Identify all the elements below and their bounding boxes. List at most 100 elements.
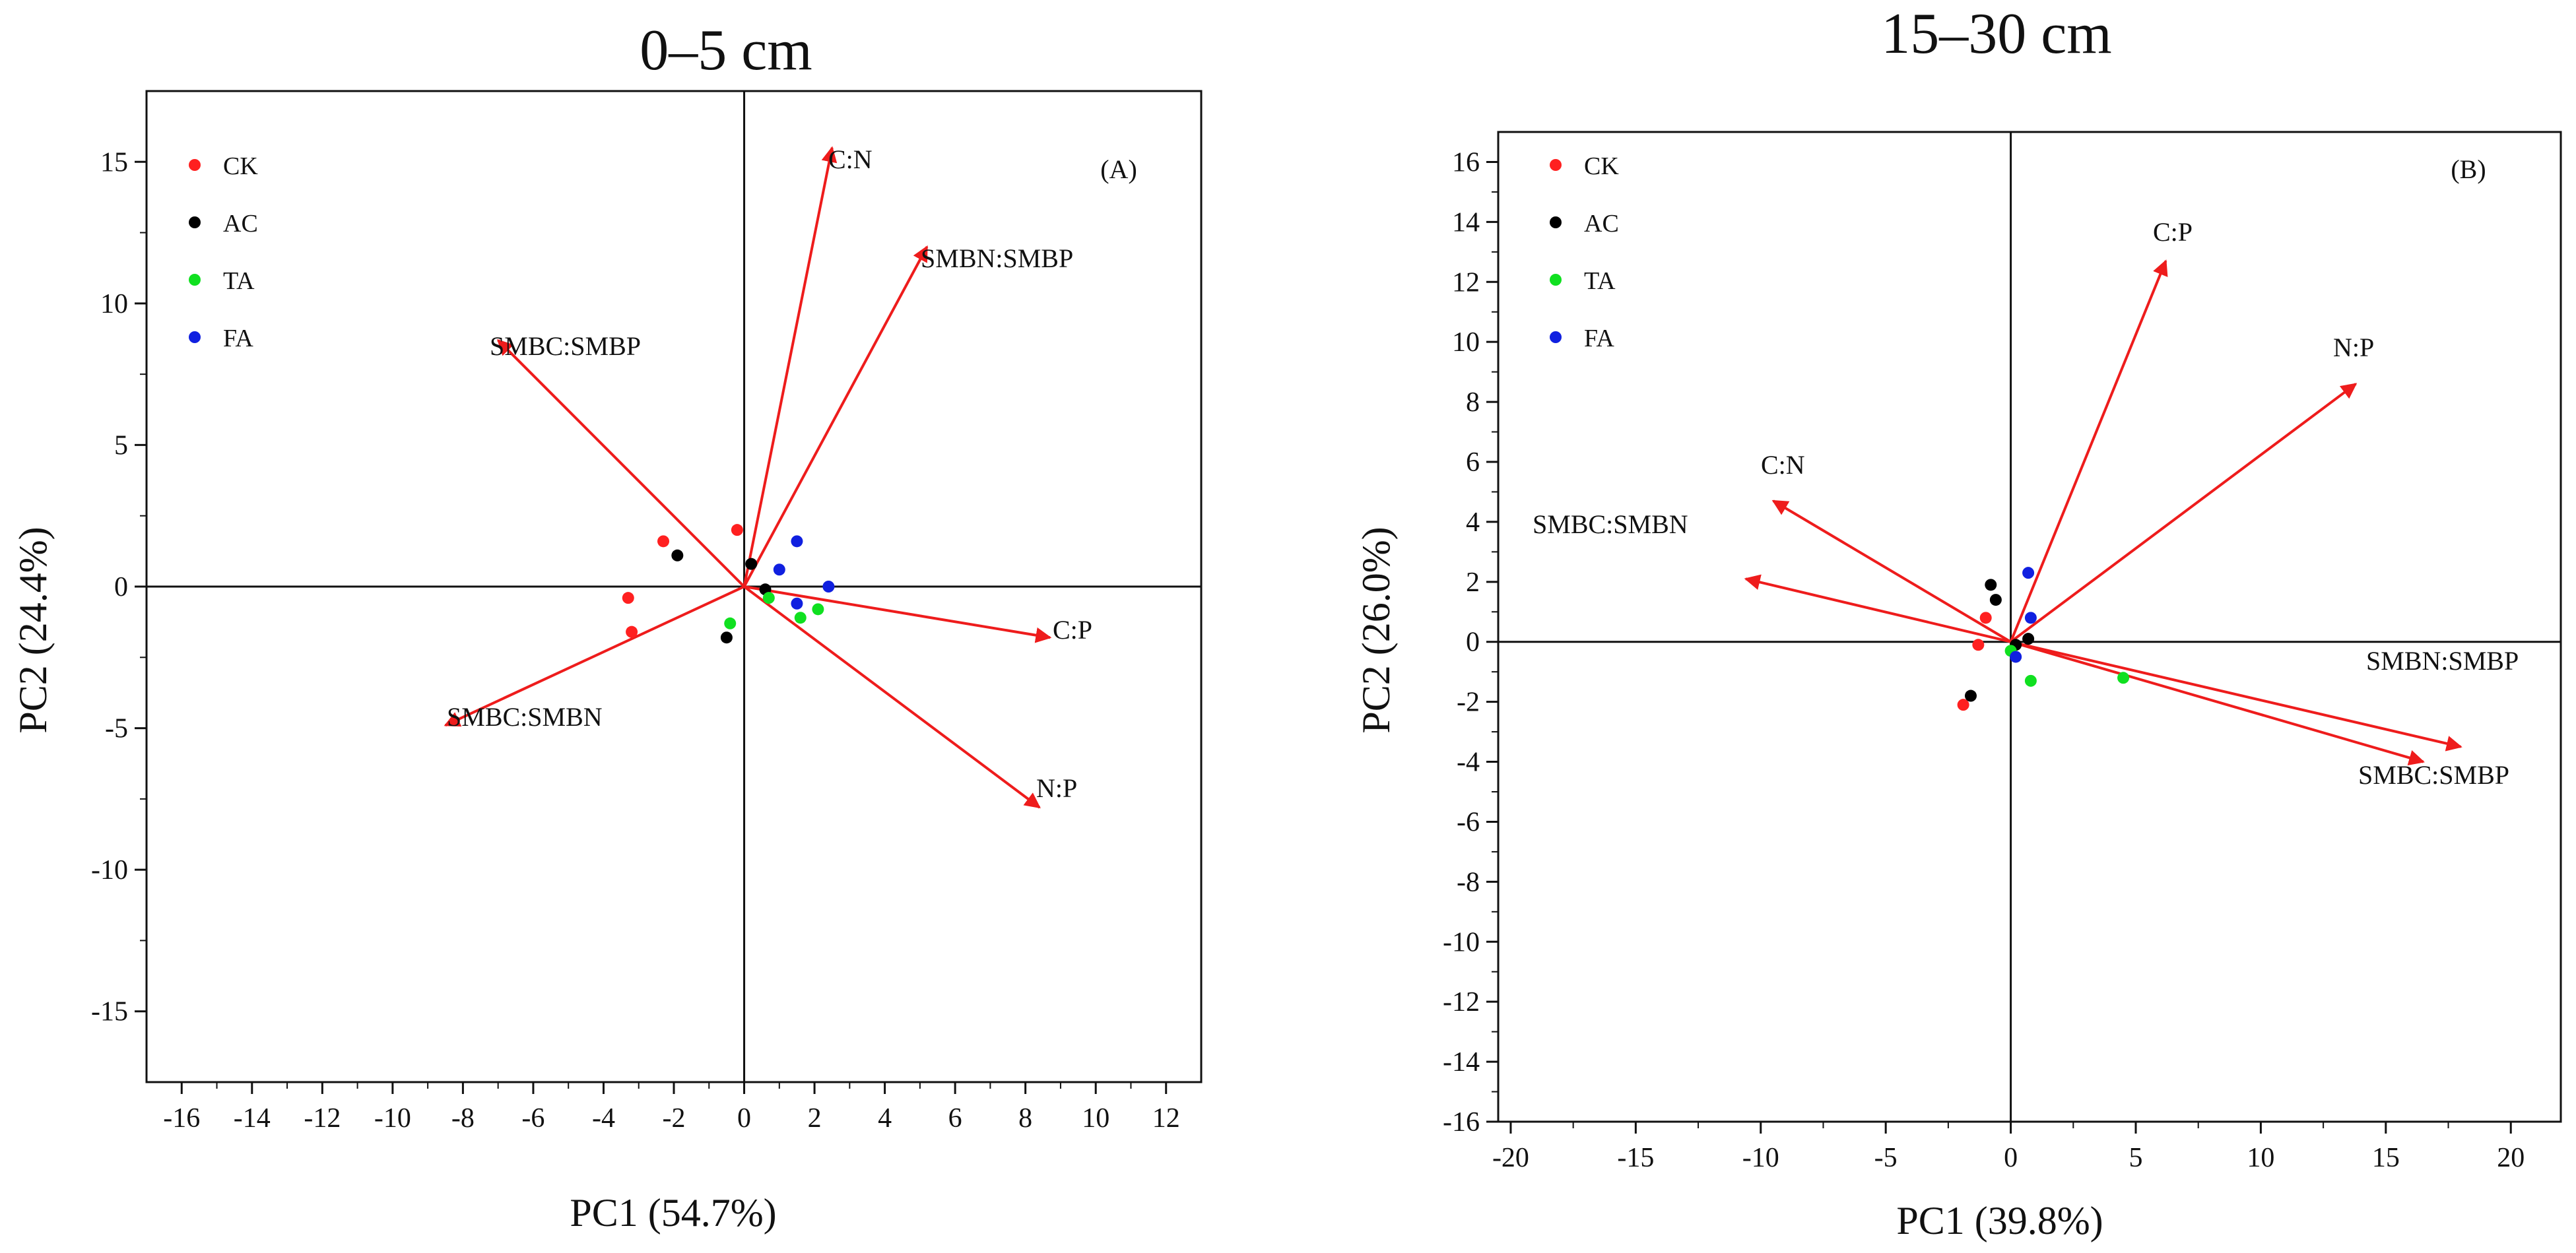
point-ac bbox=[745, 558, 758, 570]
point-fa bbox=[2010, 651, 2022, 663]
legend-marker-ta bbox=[1550, 274, 1562, 286]
x-tick-label: -12 bbox=[304, 1103, 341, 1134]
y-tick-label: 0 bbox=[1466, 627, 1480, 658]
point-ac bbox=[1989, 594, 2002, 606]
legend-marker-ta bbox=[189, 274, 201, 286]
panel-label: (A) bbox=[1100, 154, 1137, 184]
point-fa bbox=[822, 581, 835, 593]
y-tick-label: 15 bbox=[100, 147, 128, 177]
x-tick-label: -4 bbox=[592, 1103, 615, 1134]
y-tick-label: -10 bbox=[1443, 927, 1480, 957]
point-ta bbox=[724, 617, 737, 629]
y-tick-label: 5 bbox=[114, 430, 128, 461]
y-tick-label: 2 bbox=[1466, 567, 1480, 598]
vector-label-n-p: N:P bbox=[1036, 773, 1077, 803]
loading-vector-smbc-smbp bbox=[2010, 640, 2425, 766]
legend-label-fa: FA bbox=[1584, 325, 1614, 352]
panel-a: -16 -14 -12 -10 -8 -6 -4 -2 0 2 4 6 8 10 12 -15 -10 -5 0 5 1… bbox=[11, 18, 1203, 1235]
y-tick-label: -6 bbox=[1457, 807, 1480, 837]
x-tick-label: 2 bbox=[808, 1103, 822, 1134]
x-tick-label: -6 bbox=[521, 1103, 545, 1134]
y-tick-label: -12 bbox=[1443, 987, 1480, 1017]
legend-marker-ck bbox=[1550, 159, 1562, 171]
legend-marker-ac bbox=[189, 216, 201, 228]
legend-label-ac: AC bbox=[223, 210, 258, 238]
vector-label-c-p: C:P bbox=[1053, 615, 1092, 645]
vector-label-smbn-smbp: SMBN:SMBP bbox=[2366, 646, 2519, 676]
loading-vector-smbc-smbn bbox=[444, 585, 745, 727]
loading-vector-smbc-smbp bbox=[496, 338, 745, 588]
point-fa bbox=[2024, 612, 2037, 624]
x-tick-label: -16 bbox=[163, 1103, 200, 1134]
point-ac bbox=[720, 631, 733, 644]
x-axis-label: PC1 (39.8%) bbox=[1896, 1199, 2103, 1242]
legend-marker-ac bbox=[1550, 216, 1562, 228]
y-tick-label: -8 bbox=[1457, 867, 1480, 897]
x-tick-label: 12 bbox=[1152, 1103, 1180, 1134]
x-tick-label: 10 bbox=[2247, 1143, 2274, 1173]
legend-label-ck: CK bbox=[1584, 152, 1619, 180]
x-tick-label: 20 bbox=[2497, 1143, 2525, 1173]
loading-vector-c-p bbox=[744, 585, 1052, 643]
point-fa bbox=[791, 535, 803, 548]
y-axis-label: PC2 (26.0%) bbox=[1354, 527, 1398, 733]
x-tick-label: -15 bbox=[1617, 1143, 1654, 1173]
legend-marker-ck bbox=[189, 159, 201, 171]
panel-title: 15–30 cm bbox=[1881, 2, 2112, 66]
point-fa bbox=[2022, 567, 2035, 579]
y-tick-label: -10 bbox=[91, 855, 128, 885]
point-ac bbox=[1985, 579, 1997, 591]
y-tick-label: 8 bbox=[1466, 387, 1480, 418]
x-tick-label: -10 bbox=[1742, 1143, 1779, 1173]
loading-vector-smbc-smbn bbox=[1744, 574, 2012, 643]
y-tick-label: 6 bbox=[1466, 447, 1480, 478]
point-ta bbox=[2117, 672, 2130, 684]
legend: CK AC TA FA bbox=[1584, 152, 1619, 352]
point-ta bbox=[794, 612, 807, 624]
point-ta bbox=[2024, 674, 2037, 687]
plot-area: -20 -15 -10 -5 0 5 10 15 20-16-14-12-10-8-6-4-20… bbox=[1443, 131, 2562, 1173]
point-ck bbox=[1972, 639, 1985, 651]
y-tick-label: 4 bbox=[1466, 507, 1480, 538]
x-tick-label: 8 bbox=[1018, 1103, 1032, 1134]
x-tick-label: -2 bbox=[663, 1103, 686, 1134]
legend-marker-fa bbox=[1550, 331, 1562, 343]
x-tick-label: -8 bbox=[451, 1103, 475, 1134]
legend-label-ck: CK bbox=[223, 152, 258, 180]
loading-vector-c-n bbox=[1771, 499, 2012, 643]
loading-vector-smbn-smbp bbox=[2010, 640, 2462, 752]
point-ac bbox=[671, 549, 684, 562]
vector-label-smbc-smbn: SMBC:SMBN bbox=[1533, 509, 1688, 539]
vector-label-c-p: C:P bbox=[2153, 217, 2193, 247]
y-tick-label: -5 bbox=[105, 714, 128, 744]
y-tick-label: -15 bbox=[91, 997, 128, 1027]
x-tick-label: -14 bbox=[234, 1103, 271, 1134]
point-fa bbox=[773, 563, 785, 576]
vector-label-smbc-smbp: SMBC:SMBP bbox=[490, 331, 641, 361]
y-tick-label: -4 bbox=[1457, 748, 1480, 778]
x-tick-label: -20 bbox=[1492, 1143, 1529, 1173]
legend-marker-fa bbox=[189, 331, 201, 343]
vector-label-smbn-smbp: SMBN:SMBP bbox=[921, 243, 1073, 273]
point-ac bbox=[2022, 633, 2035, 645]
legend-label-ta: TA bbox=[223, 267, 255, 295]
y-tick-label: 10 bbox=[1452, 327, 1480, 358]
loading-vector-n-p bbox=[2010, 383, 2358, 643]
legend-label-ac: AC bbox=[1584, 210, 1619, 238]
loading-vector-c-p bbox=[2009, 259, 2168, 643]
x-tick-label: 15 bbox=[2372, 1143, 2400, 1173]
y-tick-label: 14 bbox=[1452, 207, 1480, 238]
point-ck bbox=[657, 535, 670, 548]
legend-label-fa: FA bbox=[223, 325, 253, 352]
loading-vector-smbn-smbp bbox=[743, 245, 929, 587]
vector-label-c-n: C:N bbox=[1761, 450, 1805, 480]
x-tick-label: 5 bbox=[2129, 1143, 2143, 1173]
y-tick-label: -2 bbox=[1457, 688, 1480, 718]
point-ck bbox=[626, 626, 638, 638]
plot-frame bbox=[1497, 131, 2562, 1123]
vector-label-smbc-smbn: SMBC:SMBN bbox=[447, 702, 603, 732]
x-tick-label: 6 bbox=[948, 1103, 962, 1134]
point-ta bbox=[762, 592, 775, 604]
y-tick-label: 0 bbox=[114, 572, 128, 602]
